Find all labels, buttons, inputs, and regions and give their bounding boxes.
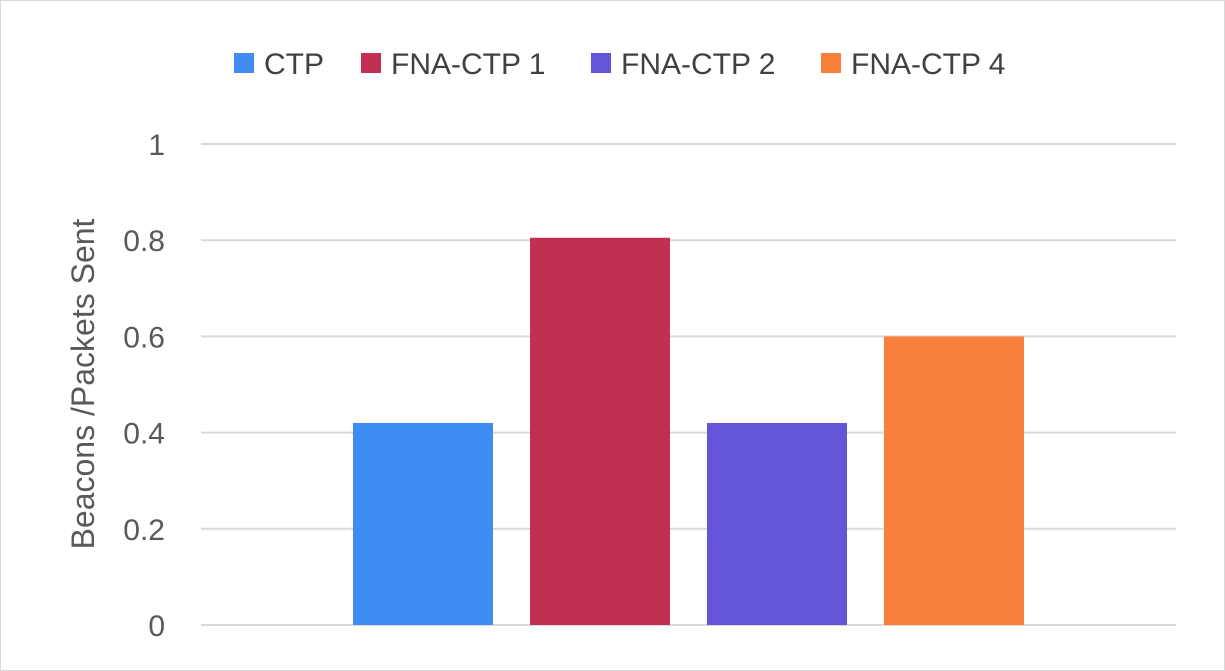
y-tick-label: 1 bbox=[148, 129, 165, 162]
bar-fna-ctp-4 bbox=[884, 336, 1024, 625]
y-tick-labels: 0 0.2 0.4 0.6 0.8 1 bbox=[123, 129, 165, 643]
y-tick-label: 0.4 bbox=[123, 418, 165, 451]
gridlines bbox=[201, 143, 1176, 626]
legend-swatch bbox=[821, 53, 841, 73]
legend-swatch bbox=[234, 53, 254, 73]
legend-swatch bbox=[361, 53, 381, 73]
legend-label: FNA-CTP 4 bbox=[851, 48, 1005, 81]
y-axis-title: Beacons /Packets Sent bbox=[65, 218, 101, 549]
y-tick-label: 0.8 bbox=[123, 225, 165, 258]
legend-label: FNA-CTP 1 bbox=[391, 48, 545, 81]
bars bbox=[353, 237, 1024, 626]
bar-fna-ctp-1 bbox=[530, 237, 670, 626]
legend-label: FNA-CTP 2 bbox=[621, 48, 775, 81]
legend-swatch bbox=[591, 53, 611, 73]
y-tick-label: 0.6 bbox=[123, 321, 165, 354]
y-tick-label: 0.2 bbox=[123, 514, 165, 547]
y-tick-label: 0 bbox=[148, 610, 165, 643]
legend: CTP FNA-CTP 1 FNA-CTP 2 FNA-CTP 4 bbox=[234, 48, 1005, 81]
bar-fna-ctp-2 bbox=[707, 422, 847, 625]
bar-ctp bbox=[353, 422, 493, 625]
legend-label: CTP bbox=[264, 48, 324, 81]
